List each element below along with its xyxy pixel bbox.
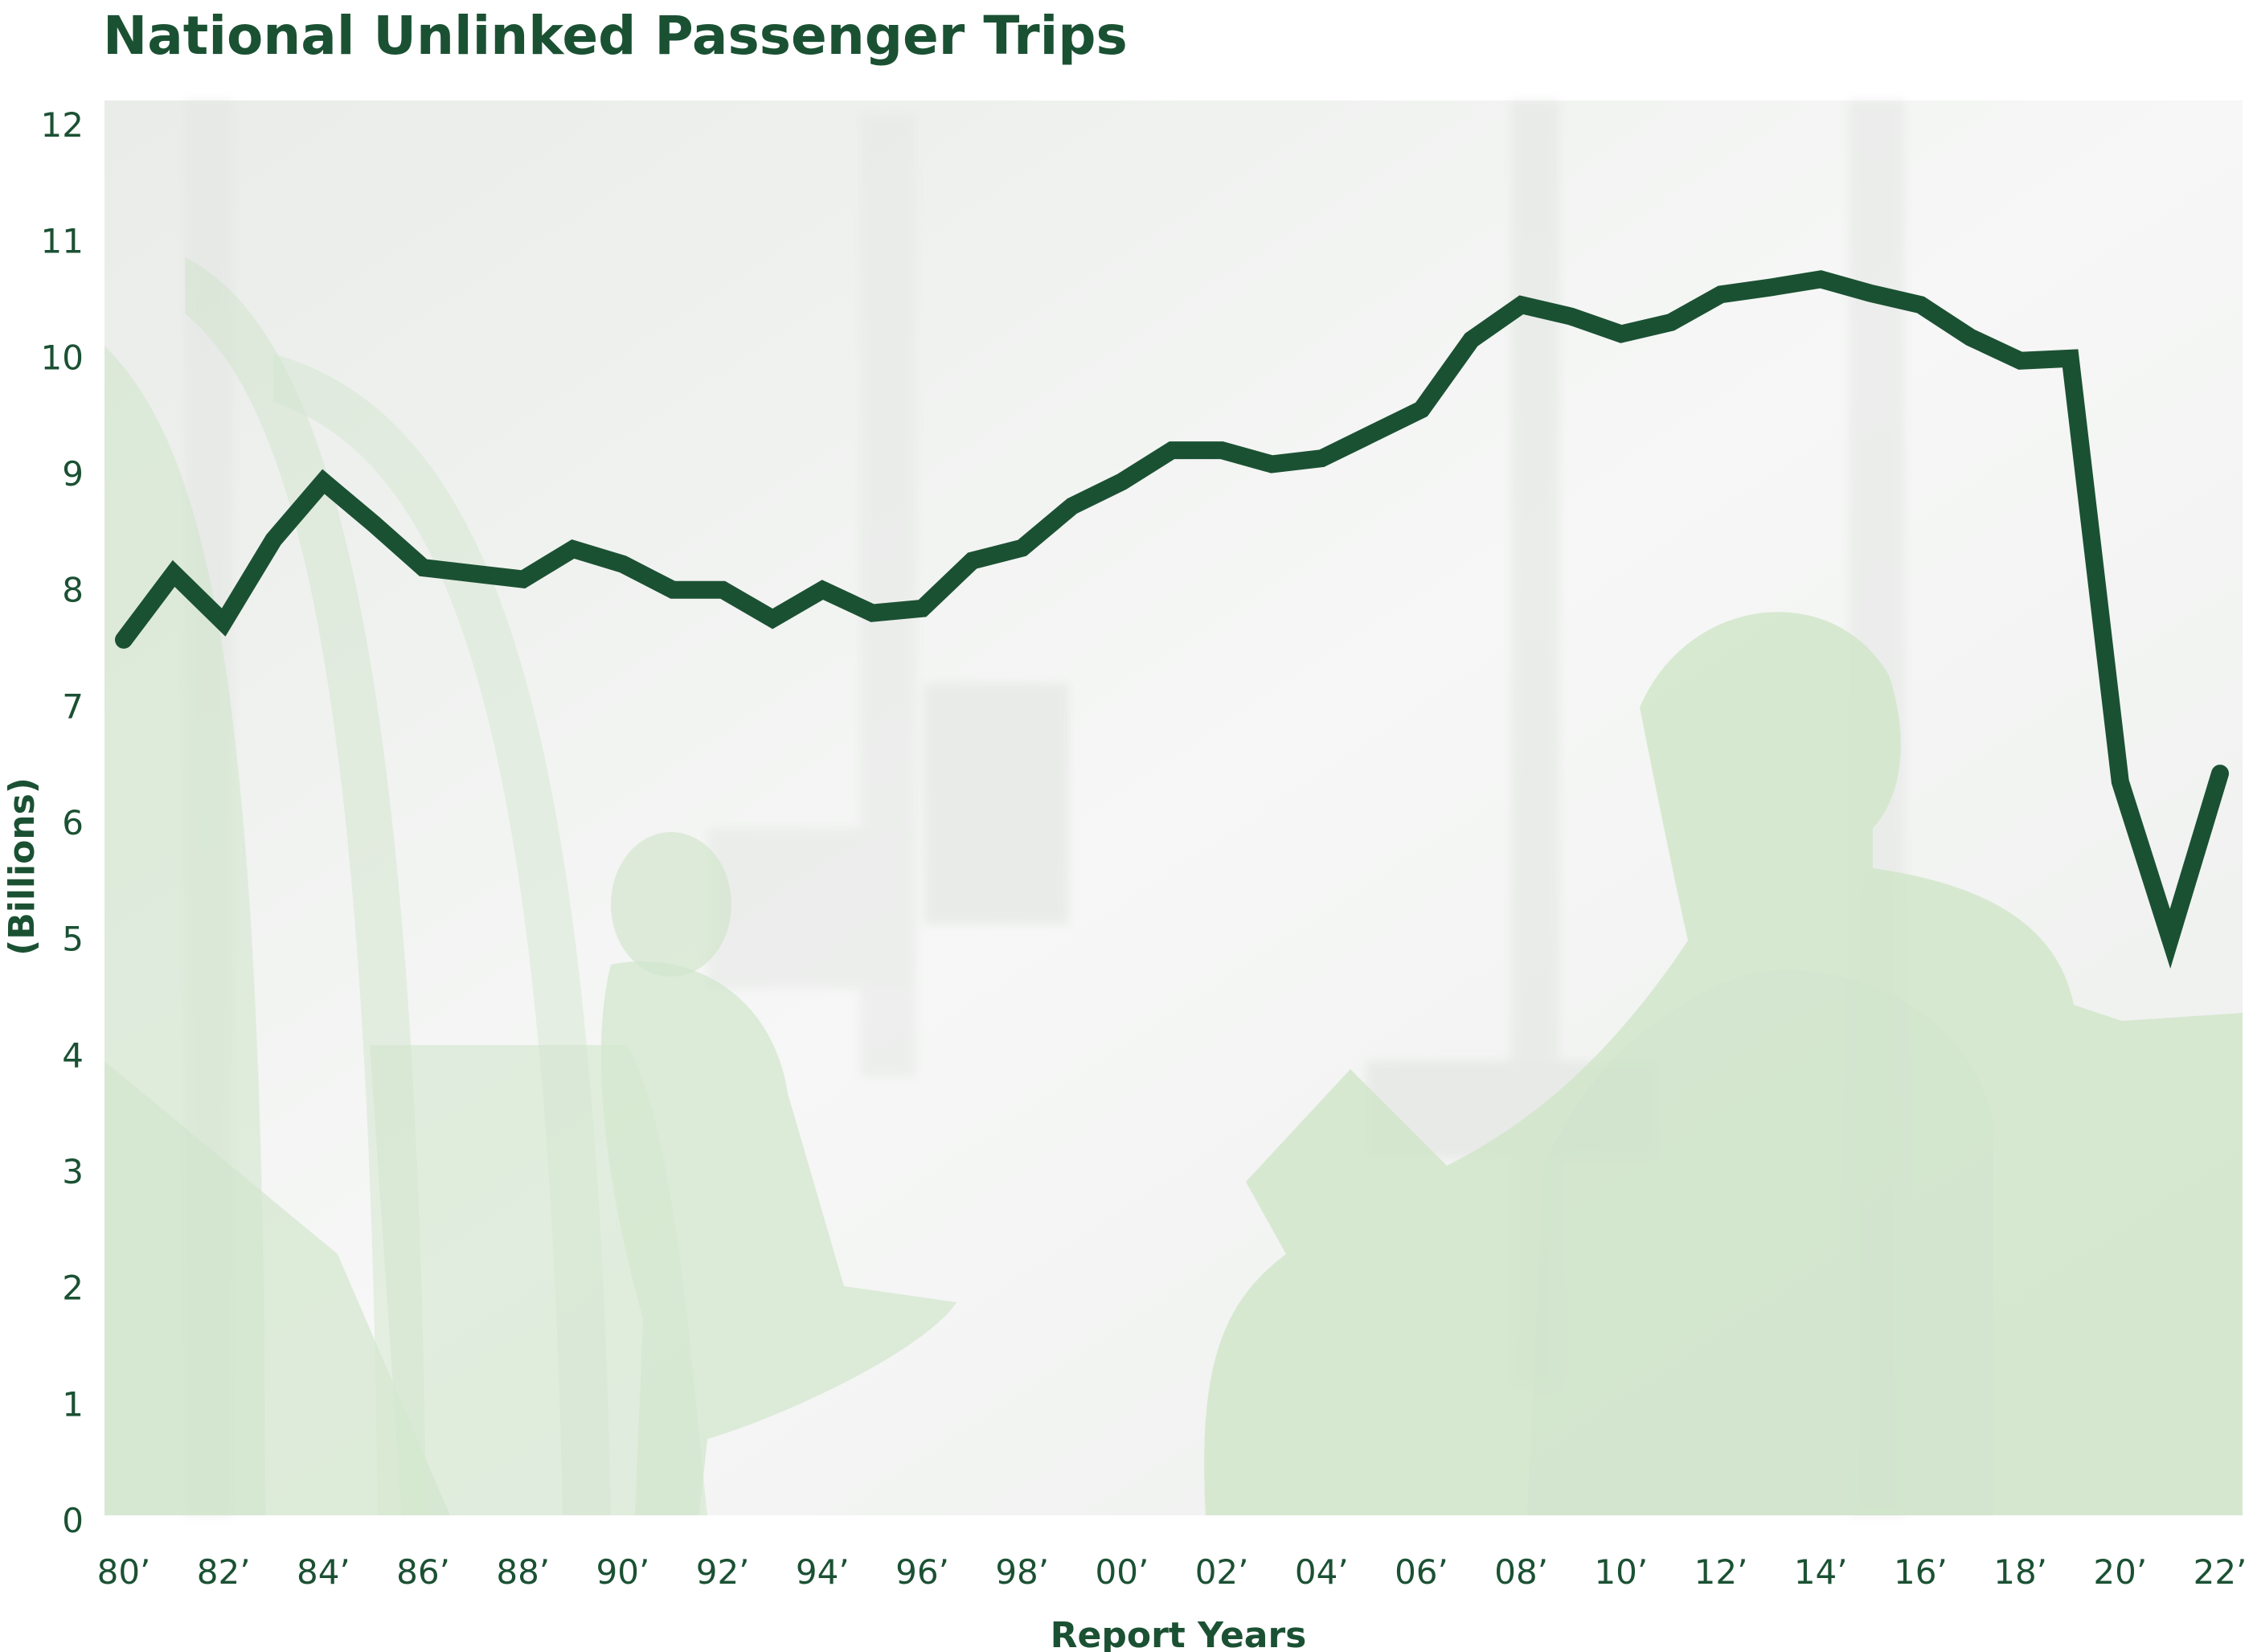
data-point: [720, 587, 726, 592]
x-tick-label: 20’: [2093, 1552, 2147, 1592]
x-tick-label: 06’: [1395, 1552, 1448, 1592]
x-tick-label: 94’: [796, 1552, 850, 1592]
y-tick-label: 6: [62, 803, 84, 842]
x-tick-label: 12’: [1694, 1552, 1748, 1592]
data-point: [1818, 277, 1824, 282]
data-point: [1469, 337, 1474, 342]
x-tick-label: 80’: [97, 1552, 151, 1592]
data-point: [1968, 334, 1973, 340]
data-point: [1269, 461, 1275, 467]
y-tick-label: 7: [62, 687, 84, 726]
data-point: [1069, 503, 1075, 509]
x-tick-label: 18’: [1993, 1552, 2047, 1592]
data-point: [870, 610, 875, 616]
data-point: [2067, 355, 2073, 361]
x-axis-label: Report Years: [1051, 1615, 1307, 1652]
y-tick-label: 1: [62, 1384, 84, 1424]
data-point: [1219, 448, 1225, 453]
data-point: [470, 571, 476, 576]
data-point: [670, 587, 676, 592]
data-point: [1568, 314, 1574, 319]
x-tick-label: 92’: [696, 1552, 750, 1592]
data-point: [570, 547, 576, 552]
y-tick-label: 0: [62, 1501, 84, 1540]
data-point: [820, 587, 825, 592]
x-tick-label: 00’: [1096, 1552, 1149, 1592]
y-tick-label: 2: [62, 1269, 84, 1308]
data-point: [969, 558, 975, 564]
x-tick-label: 14’: [1794, 1552, 1848, 1592]
x-tick-label: 04’: [1295, 1552, 1349, 1592]
data-point: [1618, 331, 1624, 337]
data-point: [1419, 407, 1424, 412]
data-point: [2017, 358, 2023, 363]
y-tick-label: 8: [62, 571, 84, 610]
data-point: [1518, 302, 1524, 308]
x-axis-ticks: 80’ 82’ 84’ 86’ 88’ 90’ 92’ 94’ 96’ 98’ 00’ 02’ 04’ 0…: [97, 1552, 2247, 1592]
x-tick-label: 02’: [1195, 1552, 1249, 1592]
y-tick-label: 9: [62, 454, 84, 494]
data-point: [1369, 431, 1374, 437]
x-tick-label: 90’: [596, 1552, 650, 1592]
data-point: [2218, 771, 2222, 777]
data-point: [221, 620, 227, 625]
data-point: [1019, 545, 1025, 551]
y-tick-label: 4: [62, 1035, 84, 1075]
data-point: [520, 576, 526, 582]
x-tick-label: 10’: [1594, 1552, 1648, 1592]
data-point: [1668, 319, 1673, 325]
x-tick-label: 82’: [197, 1552, 251, 1592]
y-tick-label: 3: [62, 1152, 84, 1191]
data-point: [1918, 302, 1923, 308]
data-point: [371, 521, 376, 527]
x-tick-label: 84’: [297, 1552, 350, 1592]
x-tick-label: 88’: [496, 1552, 550, 1592]
y-tick-label: 12: [41, 105, 84, 145]
transit-passenger-photo: [104, 100, 2243, 1515]
data-point: [920, 605, 925, 611]
data-point: [121, 637, 126, 642]
data-point: [1718, 292, 1724, 297]
x-tick-label: 22’: [2194, 1552, 2247, 1592]
y-tick-label: 10: [41, 338, 84, 377]
data-point: [1170, 448, 1174, 453]
chart-title: National Unlinked Passenger Trips: [103, 5, 1128, 67]
x-tick-label: 96’: [895, 1552, 949, 1592]
data-point: [770, 616, 776, 621]
x-tick-label: 16’: [1894, 1552, 1948, 1592]
data-point: [2117, 779, 2123, 785]
data-point: [420, 565, 426, 571]
data-point: [2167, 936, 2173, 941]
data-point: [321, 479, 326, 485]
data-point: [171, 571, 177, 576]
y-tick-label: 11: [41, 222, 84, 261]
data-point: [1119, 479, 1124, 485]
data-point: [1868, 290, 1874, 296]
data-point: [1768, 285, 1774, 290]
y-axis-label: (Billions): [2, 777, 43, 956]
data-point: [271, 537, 277, 543]
y-tick-label: 5: [62, 920, 84, 959]
series-layer: [115, 270, 2229, 969]
x-tick-label: 86’: [396, 1552, 450, 1592]
data-point: [620, 561, 625, 567]
x-tick-label: 98’: [995, 1552, 1049, 1592]
x-tick-label: 08’: [1494, 1552, 1548, 1592]
data-point: [1319, 456, 1325, 461]
